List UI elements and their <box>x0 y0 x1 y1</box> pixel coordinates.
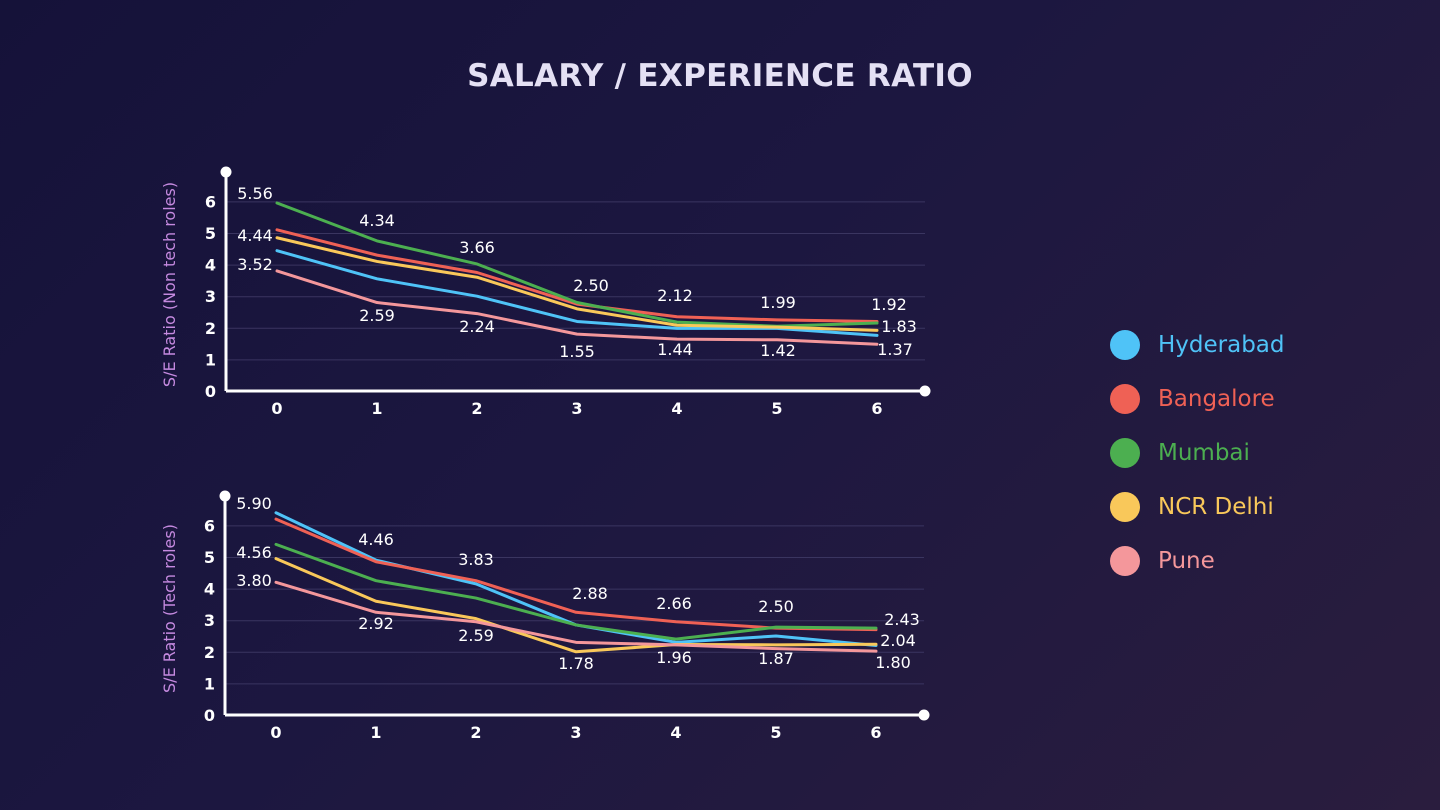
legend-item-ncr-delhi[interactable]: NCR Delhi <box>1110 480 1285 534</box>
y-tick-label: 3 <box>204 611 215 630</box>
data-label: 1.92 <box>871 295 907 314</box>
x-tick-label: 6 <box>870 723 881 742</box>
x-tick-label: 2 <box>470 723 481 742</box>
x-tick-label: 1 <box>371 399 382 418</box>
chart-title: SALARY / EXPERIENCE RATIO <box>467 58 973 94</box>
x-tick-label: 5 <box>770 723 781 742</box>
legend-dot-icon <box>1110 546 1140 576</box>
x-tick-label: 0 <box>271 399 282 418</box>
y-tick-label: 1 <box>205 350 216 369</box>
y-axis-title: S/E Ratio (Non tech roles) <box>160 182 179 387</box>
data-label: 3.83 <box>458 550 494 569</box>
data-label: 2.24 <box>459 317 495 336</box>
data-label: 1.99 <box>760 293 796 312</box>
data-label: 4.56 <box>236 543 272 562</box>
series-line-ncr-delhi <box>275 236 879 332</box>
data-label: 4.46 <box>358 530 394 549</box>
series-line-bangalore <box>275 228 879 323</box>
data-label: 5.56 <box>237 184 273 203</box>
chart-panel-2: 0 1 2 3 4 5 6 0 1 2 3 4 5 6 S/E Ratio (Tech roles) 5.90… <box>160 490 930 742</box>
y-axis-end-dot <box>219 490 231 502</box>
data-label: 1.87 <box>758 649 794 668</box>
y-tick-label: 6 <box>204 516 215 535</box>
legend-dot-icon <box>1110 384 1140 414</box>
data-label: 1.96 <box>656 648 692 667</box>
legend-dot-icon <box>1110 492 1140 522</box>
chart-panel-1: 0 1 2 3 4 5 6 0 1 2 3 4 5 6 S/E Ratio (Non tech roles)… <box>160 166 931 418</box>
data-label: 1.42 <box>760 341 796 360</box>
x-axis-end-dot <box>918 709 930 721</box>
y-tick-label: 2 <box>205 319 216 338</box>
data-label: 3.80 <box>236 571 272 590</box>
series-line-pune <box>275 269 879 346</box>
legend-item-hyderabad[interactable]: Hyderabad <box>1110 318 1285 372</box>
data-label: 2.59 <box>458 626 494 645</box>
legend-label: NCR Delhi <box>1158 494 1274 520</box>
x-tick-label: 4 <box>671 399 682 418</box>
y-axis-title: S/E Ratio (Tech roles) <box>160 524 179 693</box>
series-line-mumbai <box>274 542 878 641</box>
legend-label: Pune <box>1158 548 1215 574</box>
y-tick-label: 4 <box>204 580 215 599</box>
x-tick-label: 5 <box>771 399 782 418</box>
x-tick-label: 6 <box>871 399 882 418</box>
data-label: 4.44 <box>237 226 273 245</box>
y-tick-label: 1 <box>204 674 215 693</box>
y-tick-label: 5 <box>205 224 216 243</box>
legend-label: Hyderabad <box>1158 332 1285 358</box>
y-tick-label: 6 <box>205 192 216 211</box>
y-tick-label: 5 <box>204 548 215 567</box>
data-label: 2.59 <box>359 306 395 325</box>
x-tick-label: 4 <box>670 723 681 742</box>
data-label: 4.34 <box>359 211 395 230</box>
data-label: 5.90 <box>236 494 272 513</box>
data-label: 1.44 <box>657 340 693 359</box>
legend-label: Mumbai <box>1158 440 1250 466</box>
x-tick-label: 2 <box>471 399 482 418</box>
data-label: 2.88 <box>572 584 608 603</box>
y-axis-end-dot <box>220 166 232 178</box>
y-tick-label: 4 <box>205 256 216 275</box>
data-label: 3.66 <box>459 238 495 257</box>
data-label: 1.55 <box>559 342 595 361</box>
data-label: 1.78 <box>558 654 594 673</box>
data-label: 2.43 <box>884 610 920 629</box>
y-tick-label: 0 <box>205 382 216 401</box>
data-label: 1.83 <box>881 317 917 336</box>
legend-dot-icon <box>1110 330 1140 360</box>
legend-item-bangalore[interactable]: Bangalore <box>1110 372 1285 426</box>
y-tick-label: 0 <box>204 706 215 725</box>
legend-item-mumbai[interactable]: Mumbai <box>1110 426 1285 480</box>
data-label: 1.80 <box>875 653 911 672</box>
x-axis-end-dot <box>919 385 931 397</box>
data-label: 2.04 <box>880 631 916 650</box>
x-tick-label: 3 <box>571 399 582 418</box>
data-label: 2.92 <box>358 614 394 633</box>
series-line-pune <box>274 580 878 653</box>
y-tick-label: 3 <box>205 287 216 306</box>
x-tick-label: 1 <box>370 723 381 742</box>
x-tick-label: 0 <box>270 723 281 742</box>
data-label: 2.50 <box>573 276 609 295</box>
legend: Hyderabad Bangalore Mumbai NCR Delhi Pun… <box>1110 318 1285 588</box>
data-label: 1.37 <box>877 340 913 359</box>
data-label: 2.12 <box>657 286 693 305</box>
series-line-ncr-delhi <box>274 557 878 654</box>
data-label: 2.66 <box>656 594 692 613</box>
legend-item-pune[interactable]: Pune <box>1110 534 1285 588</box>
data-label: 3.52 <box>237 255 273 274</box>
data-label: 2.50 <box>758 597 794 616</box>
legend-dot-icon <box>1110 438 1140 468</box>
legend-label: Bangalore <box>1158 386 1275 412</box>
x-tick-label: 3 <box>570 723 581 742</box>
y-tick-label: 2 <box>204 643 215 662</box>
